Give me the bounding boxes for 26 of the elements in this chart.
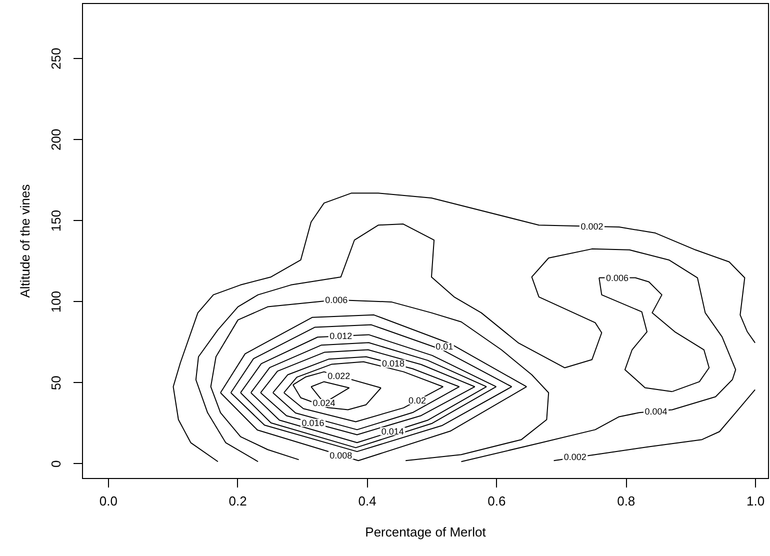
- annotation: 0.01: [436, 342, 454, 352]
- annotation: 0.008: [330, 450, 352, 460]
- y-tick-label: 200: [48, 128, 64, 151]
- x-axis-title: Percentage of Merlot: [365, 524, 486, 540]
- annotation: 0.002: [580, 221, 604, 232]
- y-tick-label: 250: [48, 48, 64, 70]
- annotation: 0.006: [606, 272, 628, 283]
- annotation: 0.004: [644, 406, 668, 417]
- annotation: 0.014: [381, 426, 404, 436]
- x-tick-label: 0.0: [99, 494, 118, 508]
- x-tick-label: 1.0: [746, 494, 765, 508]
- x-tick-label: 0.4: [358, 494, 376, 508]
- annotation: 0.018: [382, 358, 405, 369]
- annotation: 0.002: [564, 452, 586, 462]
- y-tick-label: 150: [48, 210, 64, 232]
- annotation: 0.02: [408, 396, 426, 406]
- y-tick-label: 0: [48, 460, 64, 468]
- annotation: 0.016: [302, 418, 324, 428]
- y-tick-label: 100: [48, 290, 64, 313]
- y-axis-title: Altitude of the vines: [18, 184, 32, 298]
- x-tick-label: 0.2: [228, 494, 247, 508]
- annotation: 0.012: [330, 330, 352, 341]
- annotation: 0.022: [328, 371, 350, 382]
- x-tick-label: 0.8: [617, 494, 636, 508]
- x-tick-label: 0.6: [488, 494, 506, 508]
- y-tick-label: 50: [48, 376, 64, 390]
